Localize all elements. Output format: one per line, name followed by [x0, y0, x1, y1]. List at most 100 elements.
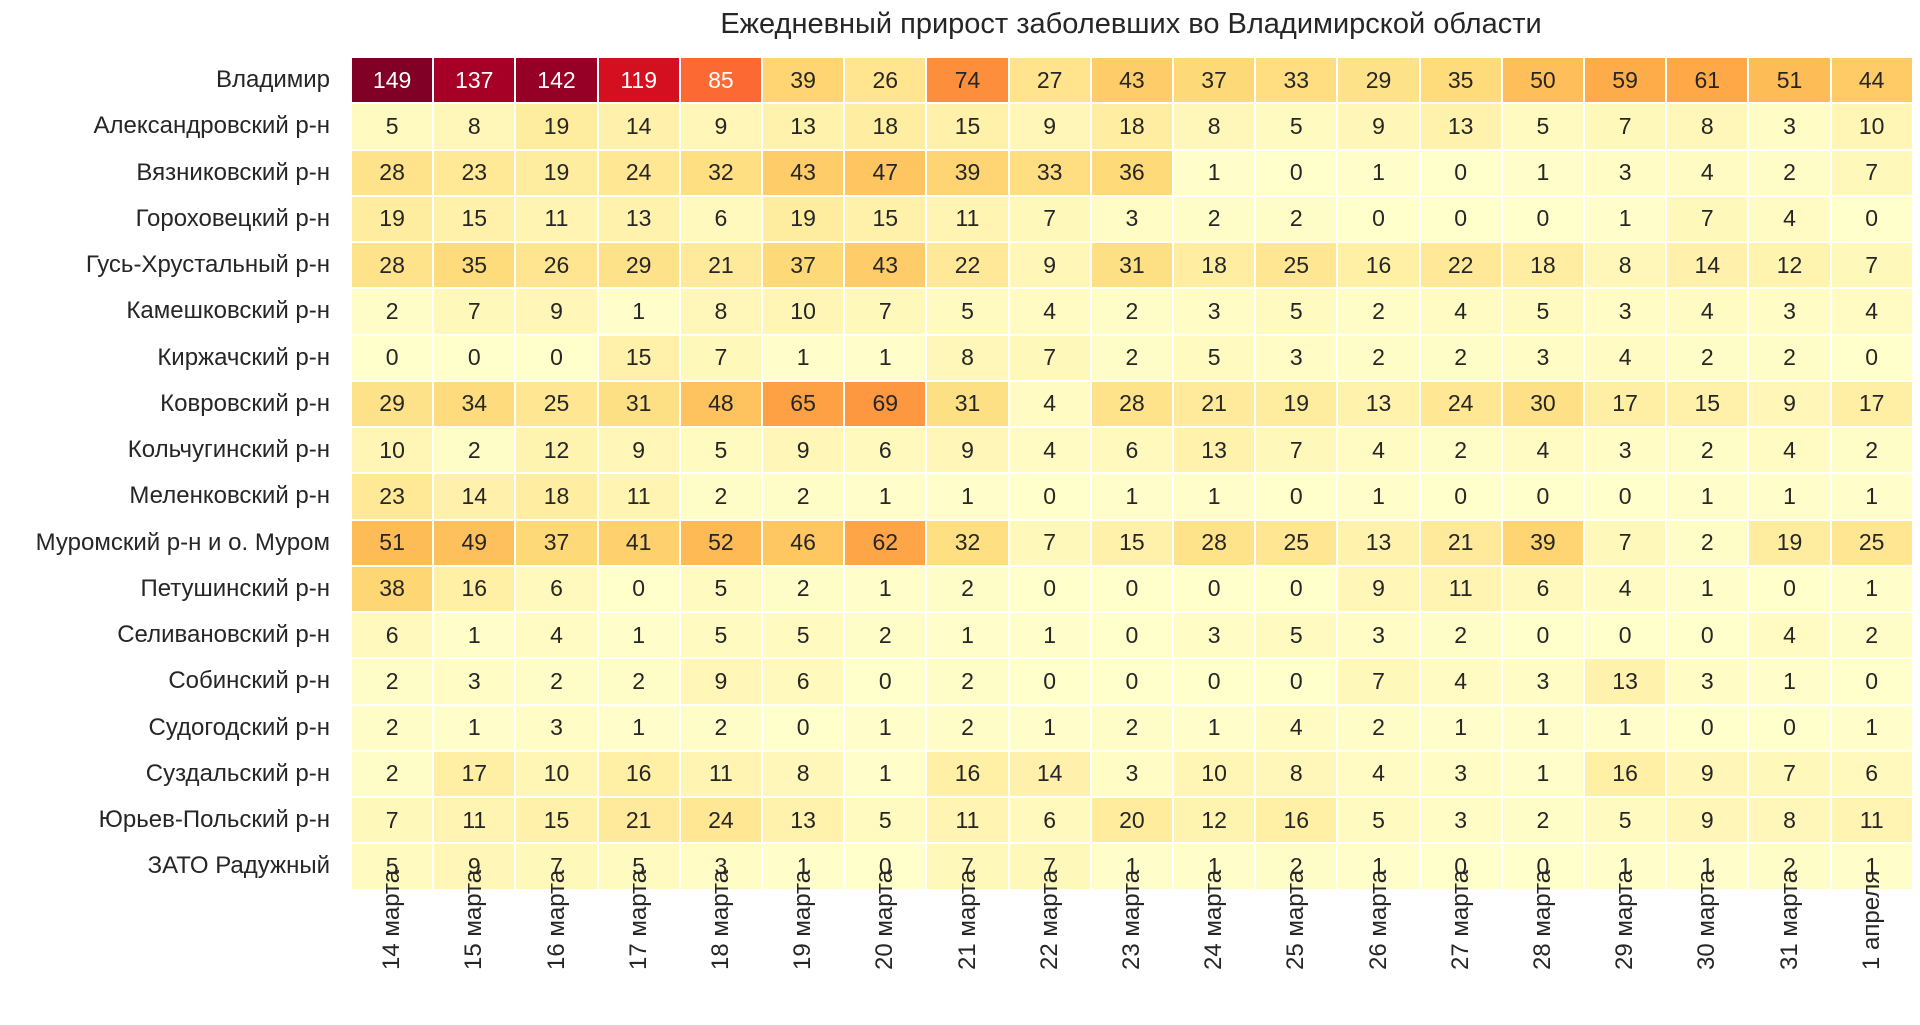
heatmap-cell: 5: [1501, 288, 1584, 335]
heatmap-cell: 3: [515, 704, 598, 751]
heatmap-cell: 1: [1173, 149, 1256, 196]
heatmap-cell: 35: [433, 242, 516, 289]
heatmap-cell: 1: [1501, 149, 1584, 196]
heatmap-cell: 9: [926, 427, 1009, 474]
heatmap-cell: 21: [597, 797, 680, 844]
heatmap-cell: 1: [1666, 473, 1749, 520]
heatmap-cell: 2: [1090, 288, 1173, 335]
heatmap-cell: 11: [1419, 565, 1502, 612]
heatmap-cell: 13: [1173, 427, 1256, 474]
heatmap-cell: 7: [679, 334, 762, 381]
heatmap-cell: 62: [844, 519, 927, 566]
heatmap-cell: 14: [1666, 242, 1749, 289]
heatmap-cell: 1: [1666, 565, 1749, 612]
heatmap-cell: 2: [1337, 288, 1420, 335]
heatmap-cell: 27: [1008, 57, 1091, 104]
heatmap-cell: 2: [351, 288, 434, 335]
heatmap-cell: 31: [597, 380, 680, 427]
column-label: 25 марта: [1282, 869, 1310, 970]
heatmap-cell: 0: [1090, 612, 1173, 659]
heatmap-cell: 2: [1419, 427, 1502, 474]
heatmap-cell: 9: [679, 658, 762, 705]
heatmap-cell: 3: [679, 843, 762, 890]
heatmap-cell: 4: [1419, 658, 1502, 705]
heatmap-cell: 17: [433, 750, 516, 797]
heatmap-cell: 6: [1501, 565, 1584, 612]
heatmap-cell: 5: [679, 427, 762, 474]
heatmap-cell: 0: [1090, 658, 1173, 705]
heatmap-cell: 1: [1584, 843, 1667, 890]
heatmap-cell: 8: [679, 288, 762, 335]
heatmap-cell: 2: [679, 473, 762, 520]
heatmap-cell: 19: [351, 195, 434, 242]
heatmap-cell: 2: [926, 658, 1009, 705]
heatmap-cell: 7: [926, 843, 1009, 890]
heatmap-cell: 4: [1008, 427, 1091, 474]
heatmap-cell: 1: [844, 473, 927, 520]
heatmap-cell: 1: [1090, 843, 1173, 890]
row-label: Судогодский р-н: [148, 713, 330, 741]
heatmap-cell: 2: [1666, 334, 1749, 381]
heatmap-cell: 5: [1255, 612, 1338, 659]
heatmap-cell: 4: [1337, 750, 1420, 797]
heatmap-cell: 2: [926, 704, 1009, 751]
heatmap-cell: 43: [1090, 57, 1173, 104]
heatmap-cell: 6: [679, 195, 762, 242]
row-label: Гороховецкий р-н: [135, 204, 330, 232]
heatmap-cell: 0: [1830, 658, 1913, 705]
heatmap-cell: 29: [1337, 57, 1420, 104]
heatmap-cell: 2: [1666, 519, 1749, 566]
heatmap-cell: 15: [844, 195, 927, 242]
heatmap-cell: 47: [844, 149, 927, 196]
heatmap-cell: 15: [515, 797, 598, 844]
heatmap-cell: 37: [515, 519, 598, 566]
heatmap-cell: 3: [1419, 750, 1502, 797]
heatmap-cell: 4: [1008, 380, 1091, 427]
heatmap-cell: 8: [1255, 750, 1338, 797]
heatmap-cell: 5: [844, 797, 927, 844]
heatmap-cell: 33: [1255, 57, 1338, 104]
heatmap-cell: 1: [1501, 750, 1584, 797]
heatmap-cell: 0: [844, 658, 927, 705]
row-label: Гусь-Хрустальный р-н: [85, 251, 330, 279]
heatmap-cell: 19: [515, 149, 598, 196]
heatmap-cell: 2: [762, 565, 845, 612]
heatmap-cell: 25: [1255, 519, 1338, 566]
heatmap-cell: 5: [926, 288, 1009, 335]
heatmap-cell: 13: [762, 103, 845, 150]
heatmap-cell: 0: [1090, 565, 1173, 612]
heatmap-cell: 11: [926, 797, 1009, 844]
heatmap-cell: 46: [762, 519, 845, 566]
heatmap-cell: 4: [1666, 149, 1749, 196]
heatmap-cell: 2: [1090, 704, 1173, 751]
column-label: 20 марта: [871, 869, 899, 970]
heatmap-cell: 10: [1830, 103, 1913, 150]
heatmap-cell: 61: [1666, 57, 1749, 104]
column-label: 24 марта: [1200, 869, 1228, 970]
heatmap-cell: 3: [433, 658, 516, 705]
heatmap-cell: 2: [1173, 195, 1256, 242]
heatmap-cell: 9: [1748, 380, 1831, 427]
heatmap-cell: 24: [1419, 380, 1502, 427]
heatmap-cell: 15: [433, 195, 516, 242]
heatmap-cell: 6: [515, 565, 598, 612]
heatmap-cell: 0: [1830, 195, 1913, 242]
heatmap-cell: 0: [1008, 565, 1091, 612]
heatmap-cell: 0: [1008, 658, 1091, 705]
column-label: 19 марта: [789, 869, 817, 970]
heatmap-cell: 7: [1584, 103, 1667, 150]
column-label: 18 марта: [706, 869, 734, 970]
heatmap-cell: 13: [1584, 658, 1667, 705]
heatmap-cell: 0: [515, 334, 598, 381]
heatmap-cell: 8: [1173, 103, 1256, 150]
heatmap-cell: 39: [762, 57, 845, 104]
heatmap-cell: 2: [679, 704, 762, 751]
heatmap-cell: 69: [844, 380, 927, 427]
heatmap-cell: 6: [844, 427, 927, 474]
heatmap-cell: 13: [1337, 519, 1420, 566]
heatmap-cell: 9: [1666, 750, 1749, 797]
heatmap-cell: 1: [1584, 195, 1667, 242]
row-label: Вязниковский р-н: [136, 158, 330, 186]
heatmap-cell: 5: [679, 612, 762, 659]
heatmap-cell: 25: [515, 380, 598, 427]
